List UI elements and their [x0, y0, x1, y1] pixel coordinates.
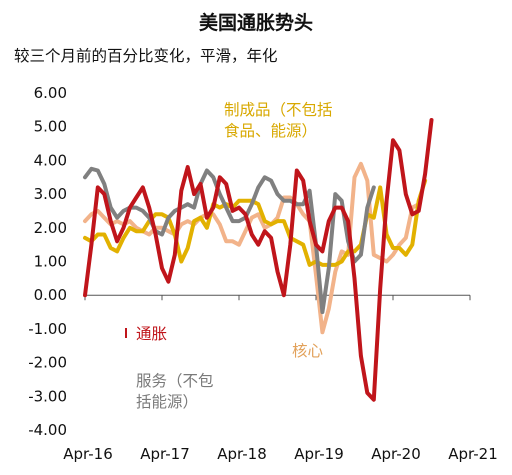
series-label: 食品、能源） — [224, 122, 317, 140]
series-line-3 — [83, 161, 421, 335]
y-tick-label: 4.00 — [34, 151, 67, 169]
y-tick-label: -4.00 — [28, 421, 67, 439]
series-label: 核心 — [292, 342, 323, 360]
y-tick-label: 3.00 — [34, 185, 67, 203]
chart-subtitle: 较三个月前的百分比变化，平滑，年化 — [14, 47, 278, 65]
y-tick-label: 0.00 — [34, 286, 67, 304]
x-tick-label: Apr-19 — [294, 445, 344, 463]
y-tick-label: -1.00 — [28, 320, 67, 338]
x-tick-label: Apr-18 — [217, 445, 267, 463]
series-line-0 — [83, 118, 434, 402]
y-tick-label: 2.00 — [34, 219, 67, 237]
series-line-1 — [83, 166, 376, 315]
series-label: 制成品（不包括 — [224, 101, 333, 119]
series-label: 通胀 — [136, 325, 167, 343]
x-tick-label: Apr-21 — [448, 445, 498, 463]
y-tick-label: 5.00 — [34, 118, 67, 136]
x-tick-label: Apr-20 — [371, 445, 421, 463]
x-tick-label: Apr-16 — [63, 445, 113, 463]
y-tick-label: 1.00 — [34, 253, 67, 271]
series-label: 括能源） — [136, 393, 198, 411]
y-tick-label: -3.00 — [28, 387, 67, 405]
chart-title: 美国通胀势头 — [198, 12, 313, 34]
y-tick-label: 6.00 — [34, 84, 67, 102]
x-tick-label: Apr-17 — [140, 445, 190, 463]
series-label: 服务（不包 — [136, 372, 214, 390]
y-tick-label: -2.00 — [28, 354, 67, 372]
series-line-2 — [83, 178, 428, 267]
